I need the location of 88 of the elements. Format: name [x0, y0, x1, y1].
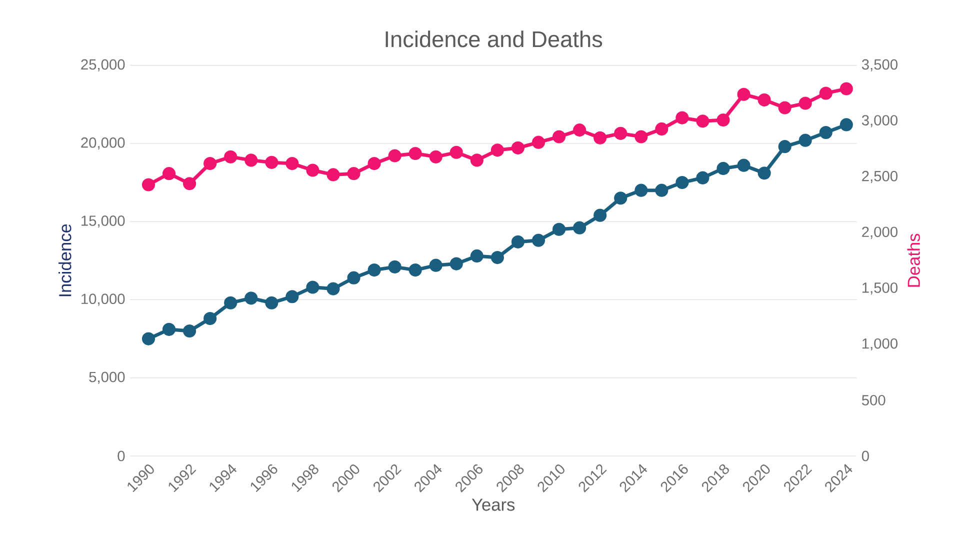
- y2-tick-label: 0: [862, 450, 869, 462]
- y-axis-title: Incidence: [58, 224, 72, 296]
- point: [450, 146, 463, 159]
- point: [737, 88, 750, 101]
- point: [614, 192, 628, 205]
- point: [594, 208, 607, 222]
- point: [696, 171, 710, 184]
- point: [655, 184, 668, 197]
- point: [224, 296, 238, 310]
- point: [552, 222, 566, 236]
- point: [614, 126, 628, 140]
- y-tick-label: 5,000: [89, 372, 125, 384]
- point: [552, 130, 566, 144]
- point: [450, 257, 463, 270]
- point: [532, 234, 546, 247]
- point: [429, 150, 442, 164]
- point: [306, 280, 320, 294]
- point: [265, 296, 278, 310]
- y-tick-label: 10,000: [82, 294, 125, 306]
- point: [634, 184, 648, 197]
- point: [758, 93, 771, 106]
- point: [347, 167, 360, 180]
- y2-tick-label: 1,000: [862, 338, 898, 350]
- point: [819, 126, 832, 140]
- y-tick-label: 0: [118, 450, 125, 462]
- point: [840, 118, 853, 132]
- point: [388, 149, 402, 162]
- point: [388, 260, 402, 274]
- point: [204, 312, 217, 326]
- point: [798, 96, 812, 110]
- point: [183, 324, 196, 338]
- y2-tick-label: 3,500: [862, 59, 898, 72]
- point: [368, 264, 381, 277]
- y2-tick-label: 2,000: [862, 226, 898, 239]
- point: [676, 176, 689, 190]
- point: [347, 271, 360, 284]
- x-axis-title: Years: [472, 498, 515, 511]
- point: [470, 249, 484, 263]
- point: [737, 158, 750, 172]
- point: [470, 154, 484, 167]
- point: [511, 235, 525, 248]
- point: [244, 154, 258, 167]
- y2-tick-label: 3,000: [862, 115, 898, 128]
- point: [142, 178, 156, 192]
- point: [306, 164, 320, 177]
- y-tick-label: 15,000: [82, 216, 125, 228]
- point: [183, 177, 196, 190]
- point: [778, 101, 792, 114]
- point: [326, 282, 340, 296]
- y2-tick-label: 1,500: [862, 282, 898, 295]
- point: [204, 157, 217, 170]
- point: [162, 322, 176, 336]
- point: [819, 86, 832, 100]
- point: [716, 162, 730, 175]
- point: [408, 146, 422, 160]
- point: [429, 258, 442, 272]
- y2-axis-title: Deaths: [907, 234, 920, 287]
- chart-title: Incidence and Deaths: [386, 30, 602, 48]
- point: [798, 134, 812, 147]
- point: [490, 144, 504, 157]
- point: [368, 157, 381, 170]
- point: [655, 122, 668, 136]
- y-tick-label: 20,000: [81, 137, 125, 150]
- y2-tick-label: 2,500: [862, 170, 898, 184]
- point: [408, 264, 422, 277]
- point: [490, 250, 504, 264]
- point: [840, 82, 853, 96]
- point: [224, 150, 238, 164]
- point: [778, 140, 792, 154]
- point: [162, 167, 176, 180]
- point: [244, 292, 258, 305]
- point: [696, 114, 710, 128]
- point: [326, 168, 340, 182]
- y-tick-label: 25,000: [81, 59, 125, 72]
- y2-tick-label: 500: [862, 395, 886, 406]
- point: [634, 130, 648, 144]
- point: [286, 290, 299, 304]
- point: [142, 332, 156, 346]
- point: [286, 157, 299, 170]
- point: [573, 124, 586, 137]
- point: [594, 131, 607, 144]
- point: [758, 166, 771, 180]
- point: [265, 156, 278, 169]
- point: [716, 113, 730, 127]
- point: [573, 221, 586, 234]
- point: [511, 141, 525, 154]
- point: [676, 111, 689, 124]
- point: [532, 136, 546, 149]
